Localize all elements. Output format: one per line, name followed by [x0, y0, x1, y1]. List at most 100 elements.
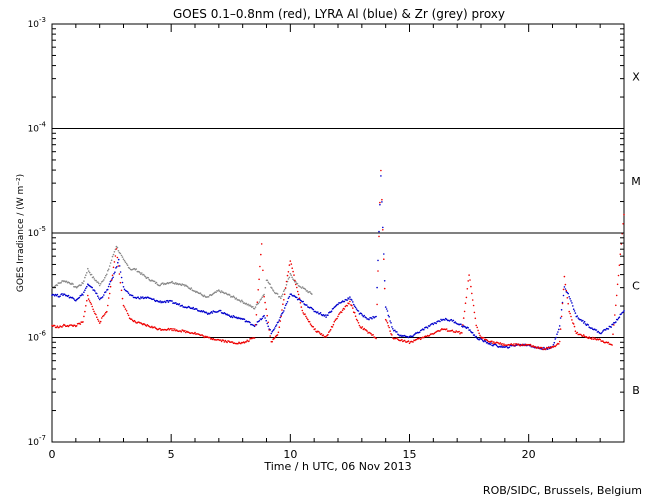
series-2-point	[310, 324, 313, 327]
series-1-point	[61, 293, 63, 295]
series-1-point	[383, 280, 386, 282]
series-1-point	[363, 314, 366, 317]
series-2-point	[382, 229, 384, 231]
series-0-point	[299, 286, 302, 288]
series-2-point	[106, 310, 108, 313]
series-0-point	[219, 291, 222, 294]
series-2-point	[145, 325, 148, 327]
series-1-point	[296, 296, 298, 299]
series-1-point	[380, 175, 382, 177]
series-2-point	[96, 316, 98, 319]
series-1-point	[562, 294, 565, 297]
series-2-point	[240, 342, 242, 345]
series-2-point	[537, 346, 540, 348]
series-2-point	[318, 332, 321, 334]
series-2-point	[462, 324, 464, 326]
series-2-point	[107, 297, 110, 299]
series-2-point	[383, 258, 385, 261]
series-2-point	[344, 305, 347, 308]
series-1-point	[280, 314, 282, 317]
series-2-point	[325, 336, 327, 338]
series-1-point	[490, 342, 492, 344]
series-2-point	[472, 304, 475, 307]
series-1-point	[210, 311, 213, 313]
series-0-point	[90, 273, 93, 276]
series-2-point	[588, 336, 590, 338]
series-1-point	[595, 329, 598, 331]
series-2-point	[352, 307, 354, 309]
series-2-point	[591, 338, 593, 340]
series-0-point	[142, 273, 145, 276]
series-1-point	[348, 298, 350, 300]
series-1-point	[558, 328, 560, 331]
series-2-point	[357, 322, 360, 324]
series-1-point	[584, 323, 587, 325]
series-1-point	[83, 291, 85, 294]
x-axis-label: Time / h UTC, 06 Nov 2013	[263, 460, 411, 473]
series-1-point	[258, 320, 261, 322]
series-2-point	[295, 283, 297, 286]
series-1-point	[96, 292, 98, 295]
series-1-point	[82, 294, 84, 296]
series-2-point	[171, 329, 173, 332]
y-tick-label: 10-7	[28, 434, 46, 448]
series-2-point	[465, 296, 468, 299]
series-1-point	[591, 327, 593, 329]
series-2-point	[308, 320, 311, 323]
series-2-point	[254, 324, 257, 326]
series-0-point	[159, 284, 161, 287]
series-2-point	[226, 341, 228, 344]
series-2-point	[384, 318, 387, 321]
series-1-point	[85, 287, 87, 290]
series-2-point	[174, 328, 176, 330]
series-2-point	[545, 348, 547, 351]
series-2-point	[87, 294, 89, 297]
series-1-point	[388, 316, 391, 318]
series-2-point	[329, 330, 331, 332]
series-0-point	[65, 280, 68, 283]
series-2-point	[116, 256, 119, 259]
series-0-point	[252, 305, 254, 308]
series-2-point	[300, 306, 303, 308]
series-2-point	[293, 274, 295, 276]
series-0-point	[120, 254, 123, 257]
series-2-point	[355, 318, 358, 321]
series-2-point	[607, 341, 610, 344]
series-1-point	[604, 329, 607, 331]
series-0-point	[171, 280, 173, 283]
series-0-point	[267, 281, 270, 284]
series-1-point	[370, 316, 372, 319]
series-1-point	[558, 325, 561, 327]
series-2-point	[486, 339, 489, 342]
series-0-point	[93, 278, 96, 280]
series-1-point	[354, 306, 357, 309]
series-2-point	[257, 289, 260, 291]
series-1-point	[171, 300, 173, 302]
series-1-point	[572, 305, 574, 307]
series-1-point	[117, 261, 119, 264]
series-0-point	[122, 258, 125, 261]
series-2	[51, 169, 625, 351]
series-2-point	[172, 328, 174, 330]
series-1-point	[546, 348, 549, 351]
series-0-point	[87, 267, 89, 270]
y-tick-label: 10-3	[28, 16, 46, 30]
chart-title: GOES 0.1–0.8nm (red), LYRA Al (blue) & Z…	[173, 7, 505, 21]
series-2-point	[560, 315, 563, 318]
series-1-point	[91, 286, 93, 289]
series-0-point	[304, 288, 307, 291]
series-0-point	[128, 267, 131, 270]
series-1-point	[274, 325, 277, 328]
series-1-point	[181, 304, 183, 307]
series-2-point	[391, 334, 393, 336]
series-2-point	[354, 315, 357, 318]
series-0-point	[105, 274, 107, 277]
series-1-point	[352, 301, 354, 303]
series-2-point	[617, 274, 620, 277]
series-1-point	[616, 318, 619, 321]
series-1-point	[306, 304, 308, 306]
series-2-point	[90, 303, 93, 305]
series-2-point	[112, 266, 115, 269]
series-2-point	[502, 344, 504, 347]
series-1-point	[390, 322, 392, 324]
